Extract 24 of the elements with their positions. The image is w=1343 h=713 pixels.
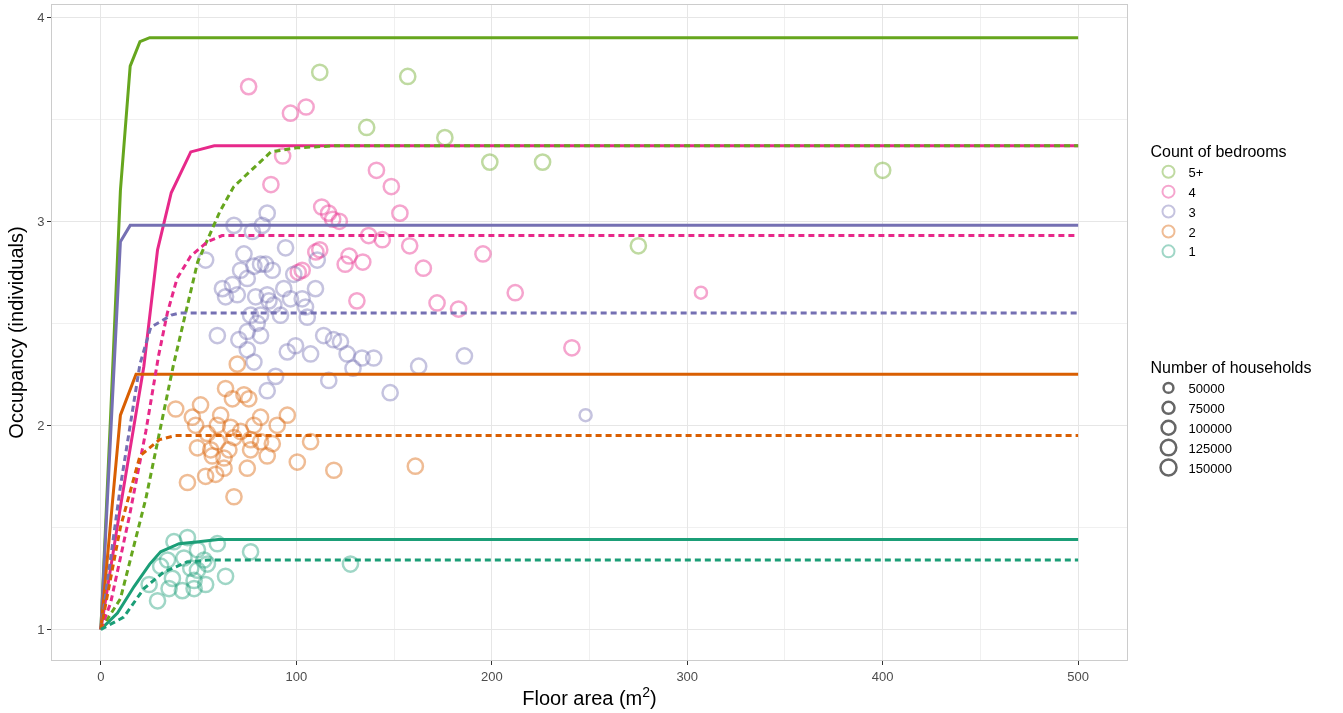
- y-axis-title: Occupancy (individuals): [4, 226, 27, 439]
- x-tick-label: 200: [480, 668, 503, 684]
- x-tick-label: 0: [97, 668, 105, 684]
- legend-label: 150000: [1188, 460, 1232, 476]
- legend-label: 5+: [1188, 164, 1204, 180]
- x-tick-label: 300: [676, 668, 699, 684]
- y-tick-label: 1: [37, 621, 45, 637]
- legend-label: 100000: [1188, 420, 1232, 436]
- y-tick-label: 4: [37, 9, 45, 25]
- text: Count of bedrooms: [1150, 142, 1287, 160]
- x-tick-label: 400: [871, 668, 894, 684]
- legend-label: 125000: [1188, 440, 1232, 456]
- x-axis-title: Floor area (m$^{2}$): [522, 683, 657, 710]
- legend-label: 2: [1188, 224, 1196, 240]
- x-tick-label: 100: [285, 668, 308, 684]
- legend-label: 1: [1188, 244, 1196, 260]
- y-tick-label: 3: [37, 213, 45, 229]
- x-tick-label: 500: [1067, 668, 1089, 684]
- legend-label: 3: [1188, 204, 1196, 220]
- text: Number of households: [1150, 358, 1312, 376]
- y-tick-label: 2: [37, 417, 45, 433]
- legend-label: 75000: [1188, 400, 1225, 416]
- legend-label: 4: [1188, 184, 1196, 200]
- legend-label: 50000: [1188, 380, 1225, 396]
